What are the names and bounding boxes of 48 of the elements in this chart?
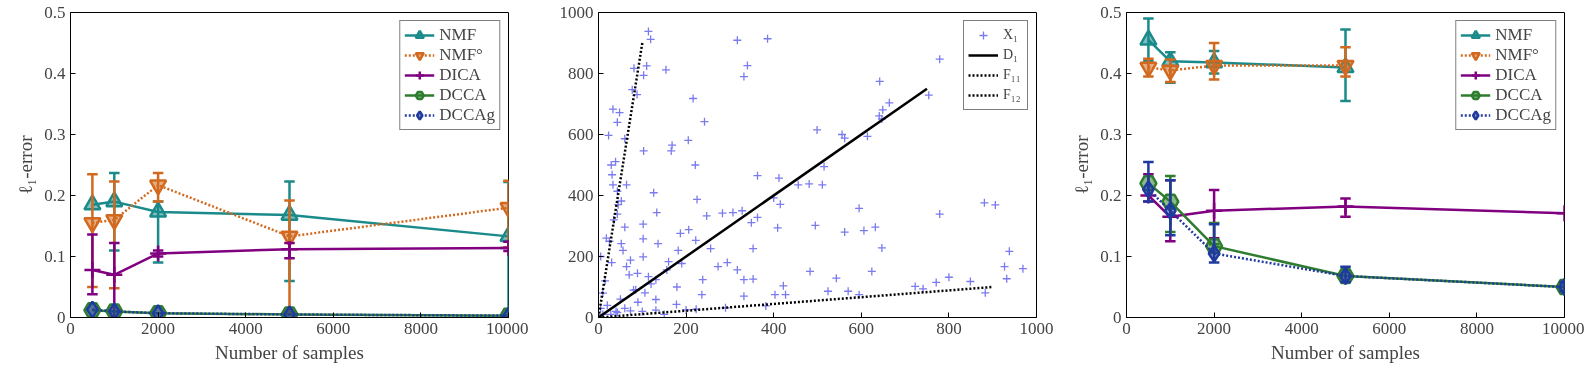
legend-label: DCCA	[1495, 85, 1543, 105]
y-tick-label: 0.5	[1100, 3, 1122, 22]
y-tick-label: 0.4	[44, 64, 66, 83]
legend-label: DCCAg	[1495, 105, 1551, 125]
y-tick-label: 0.3	[1100, 125, 1122, 144]
y-tick-label: 0.3	[44, 125, 66, 144]
y-tick-label: 600	[568, 125, 594, 144]
x-tick-label: 8000	[1459, 318, 1494, 338]
y-tick-label: 0.2	[1100, 186, 1122, 205]
x-tick-label: 10000	[1542, 318, 1585, 338]
y-tick-label: 0.1	[44, 247, 66, 266]
legend-label: F₁₂	[1003, 86, 1022, 104]
y-tick-label: 200	[568, 247, 594, 266]
x-tick-label: 400	[760, 318, 787, 338]
legend-label: NMF	[439, 25, 477, 45]
x-tick-label: 800	[936, 318, 962, 338]
legend-label: F₁₁	[1003, 66, 1022, 84]
x-tick-label: 2000	[1197, 318, 1232, 338]
y-tick-label: 0.2	[44, 186, 66, 205]
x-tick-label: 1000	[1019, 318, 1054, 338]
x-tick-label: 600	[848, 318, 875, 338]
x-tick-label: 4000	[228, 318, 263, 338]
legend-label: NMF°	[439, 45, 483, 65]
x-tick-label: 8000	[403, 318, 438, 338]
y-axis-title: ℓ₁-error	[15, 134, 37, 195]
x-tick-label: 4000	[1284, 318, 1319, 338]
x-tick-label: 6000	[1372, 318, 1407, 338]
legend-label: DICA	[1495, 65, 1537, 85]
y-axis-title: ℓ₁-error	[1071, 134, 1093, 195]
legend-label: DICA	[439, 65, 481, 85]
legend-label: NMF	[1495, 25, 1533, 45]
y-tick-label: 400	[568, 186, 594, 205]
x-axis-title: Number of samples	[215, 341, 364, 363]
legend-label: DCCA	[439, 85, 487, 105]
y-tick-label: 0.4	[1100, 64, 1122, 83]
x-tick-label: 10000	[486, 318, 529, 338]
y-tick-label: 0.1	[1100, 247, 1122, 266]
x-axis-title: Number of samples	[1271, 341, 1420, 363]
legend-label: NMF°	[1495, 45, 1539, 65]
y-tick-label: 0.5	[44, 3, 66, 22]
y-tick-label: 1000	[559, 3, 594, 22]
y-tick-label: 800	[568, 64, 594, 83]
x-tick-label: 200	[673, 318, 699, 338]
legend-label: DCCAg	[439, 105, 495, 125]
legend-label: X₁	[1003, 26, 1019, 44]
legend-label: D₁	[1003, 46, 1019, 64]
x-tick-label: 2000	[141, 318, 176, 338]
x-tick-label: 6000	[316, 318, 351, 338]
